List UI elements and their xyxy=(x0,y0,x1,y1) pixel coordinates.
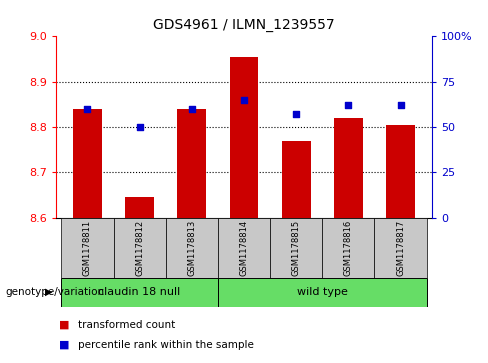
Text: GSM1178817: GSM1178817 xyxy=(396,220,405,276)
Bar xyxy=(282,140,310,218)
Bar xyxy=(61,278,218,307)
Bar xyxy=(178,109,206,218)
Text: ■: ■ xyxy=(59,340,69,350)
Bar xyxy=(218,218,270,278)
Text: ▶: ▶ xyxy=(45,287,53,297)
Point xyxy=(345,102,352,108)
Text: GSM1178816: GSM1178816 xyxy=(344,220,353,276)
Bar xyxy=(114,218,166,278)
Point xyxy=(83,106,91,112)
Text: wild type: wild type xyxy=(297,287,348,297)
Bar xyxy=(334,118,363,218)
Point xyxy=(292,111,300,117)
Text: genotype/variation: genotype/variation xyxy=(5,287,104,297)
Point xyxy=(188,106,196,112)
Bar xyxy=(374,218,427,278)
Bar xyxy=(73,109,102,218)
Point xyxy=(136,124,143,130)
Text: GSM1178813: GSM1178813 xyxy=(187,220,196,276)
Text: GSM1178811: GSM1178811 xyxy=(83,220,92,276)
Bar xyxy=(125,197,154,218)
Bar xyxy=(218,278,427,307)
Text: GSM1178815: GSM1178815 xyxy=(292,220,301,276)
Bar xyxy=(322,218,374,278)
Bar xyxy=(61,218,114,278)
Point xyxy=(240,97,248,103)
Title: GDS4961 / ILMN_1239557: GDS4961 / ILMN_1239557 xyxy=(153,19,335,33)
Bar xyxy=(166,218,218,278)
Text: ■: ■ xyxy=(59,320,69,330)
Bar xyxy=(270,218,322,278)
Bar xyxy=(230,57,258,218)
Point xyxy=(397,102,405,108)
Text: claudin 18 null: claudin 18 null xyxy=(99,287,181,297)
Text: transformed count: transformed count xyxy=(78,320,175,330)
Text: GSM1178814: GSM1178814 xyxy=(240,220,248,276)
Bar xyxy=(386,125,415,218)
Text: percentile rank within the sample: percentile rank within the sample xyxy=(78,340,254,350)
Text: GSM1178812: GSM1178812 xyxy=(135,220,144,276)
